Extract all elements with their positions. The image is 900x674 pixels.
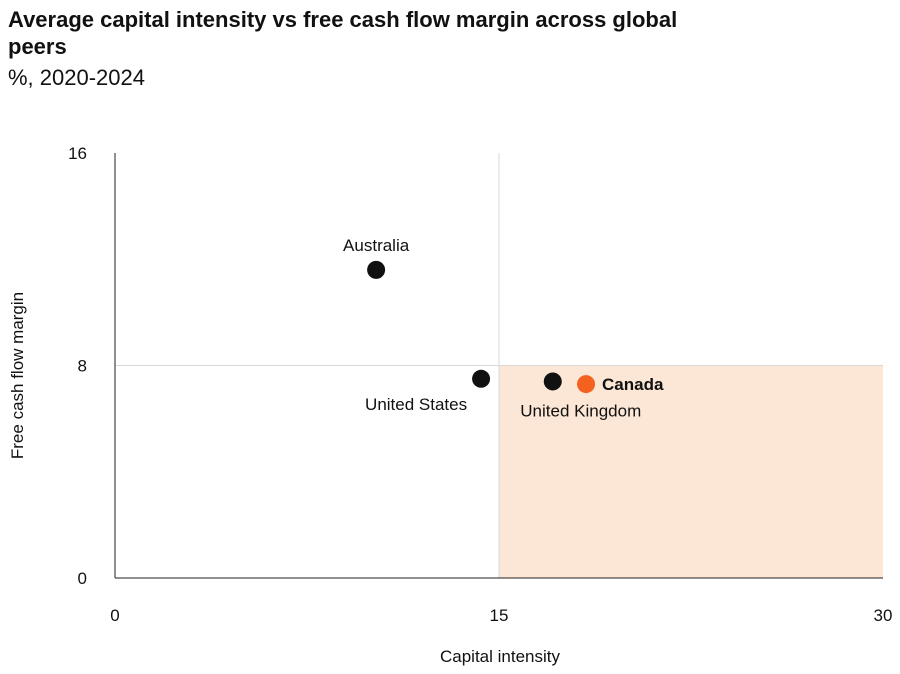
data-point	[472, 369, 491, 388]
y-tick-label: 8	[78, 357, 87, 376]
x-tick-label: 15	[490, 606, 509, 625]
y-axis-ticks: 0 8 16	[68, 144, 87, 588]
data-point	[577, 375, 596, 394]
x-axis-label: Capital intensity	[440, 647, 561, 666]
data-point-label: Canada	[602, 375, 664, 394]
chart-subtitle: %, 2020-2024	[8, 65, 145, 90]
highlight-region	[499, 365, 883, 578]
data-point-label: Australia	[343, 236, 410, 255]
data-point-label: United Kingdom	[520, 401, 641, 420]
y-tick-label: 16	[68, 144, 87, 163]
data-points: Australia United States United Kingdom Cana…	[343, 236, 664, 421]
chart-title: Average capital intensity vs free cash f…	[8, 7, 678, 59]
data-point-label: United States	[365, 395, 467, 414]
y-axis-label: Free cash flow margin	[8, 292, 27, 459]
data-point	[367, 260, 386, 279]
x-tick-label: 30	[874, 606, 893, 625]
x-tick-label: 0	[110, 606, 119, 625]
x-axis-ticks: 0 15 30	[110, 606, 892, 625]
y-tick-label: 0	[78, 569, 87, 588]
data-point	[543, 372, 562, 391]
